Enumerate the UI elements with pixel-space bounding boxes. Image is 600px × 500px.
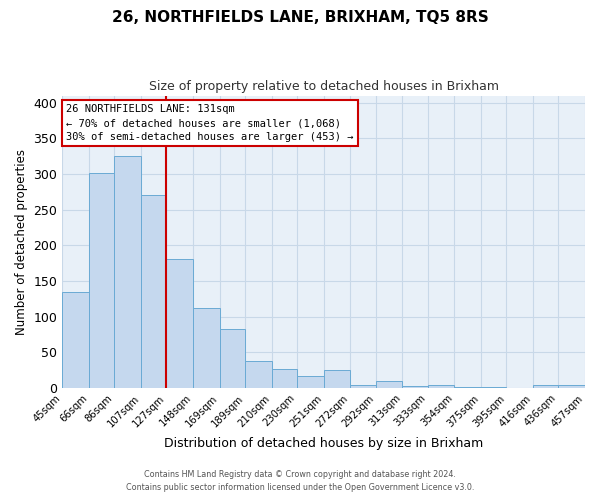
Bar: [166, 259, 193, 388]
Bar: [141, 196, 166, 388]
Bar: [193, 308, 220, 388]
Bar: [245, 361, 272, 388]
Bar: [89, 172, 115, 388]
Bar: [297, 376, 323, 388]
Bar: [403, 386, 428, 388]
Text: Contains HM Land Registry data © Crown copyright and database right 2024.
Contai: Contains HM Land Registry data © Crown c…: [126, 470, 474, 492]
Bar: [376, 381, 403, 388]
Bar: [220, 329, 245, 388]
X-axis label: Distribution of detached houses by size in Brixham: Distribution of detached houses by size …: [164, 437, 483, 450]
Bar: [533, 386, 559, 388]
Bar: [454, 387, 481, 388]
Title: Size of property relative to detached houses in Brixham: Size of property relative to detached ho…: [149, 80, 499, 93]
Bar: [272, 369, 297, 388]
Bar: [428, 384, 454, 388]
Bar: [323, 370, 350, 388]
Bar: [350, 386, 376, 388]
Y-axis label: Number of detached properties: Number of detached properties: [15, 149, 28, 335]
Text: 26, NORTHFIELDS LANE, BRIXHAM, TQ5 8RS: 26, NORTHFIELDS LANE, BRIXHAM, TQ5 8RS: [112, 10, 488, 25]
Text: 26 NORTHFIELDS LANE: 131sqm
← 70% of detached houses are smaller (1,068)
30% of : 26 NORTHFIELDS LANE: 131sqm ← 70% of det…: [66, 104, 353, 142]
Bar: [115, 156, 141, 388]
Bar: [559, 384, 585, 388]
Bar: [62, 292, 89, 388]
